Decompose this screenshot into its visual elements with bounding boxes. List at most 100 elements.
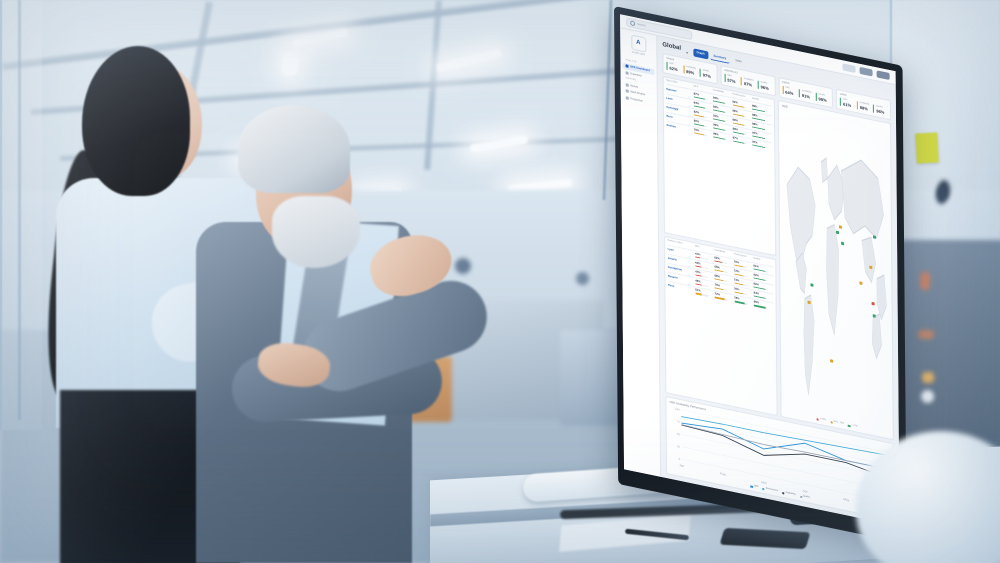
tables-column: Top 5 Sites OEE Availability Performance Qua…	[662, 75, 778, 417]
tab-graph[interactable]: Graph	[693, 48, 709, 60]
metric-cell: 79%	[694, 129, 713, 138]
kpi-metric: OEE 64%	[782, 86, 796, 97]
sticky-note	[915, 132, 939, 164]
kpi-metric-value: 96%	[876, 108, 885, 115]
warning-sign	[922, 372, 934, 383]
site-name[interactable]: Brno	[666, 114, 673, 119]
map-marker[interactable]	[859, 280, 863, 285]
legend-swatch	[762, 487, 765, 491]
chart-xtick: Mar	[761, 481, 767, 486]
kpi-metric: Availability 91%	[798, 89, 813, 101]
chevron-down-icon[interactable]: ▾	[686, 49, 689, 55]
search-icon	[630, 20, 636, 27]
kpi-metric: Quality 96%	[873, 105, 887, 116]
metric-cell: 78%	[734, 297, 754, 306]
site-name[interactable]: Pune	[667, 283, 675, 289]
man-beard	[272, 196, 360, 268]
kpi-metric-value: 98%	[818, 96, 827, 103]
kpi-metric: OEE 57%	[724, 74, 739, 85]
map-marker[interactable]	[807, 300, 811, 305]
world-map[interactable]	[782, 109, 890, 432]
sidebar-item-label: Production	[630, 96, 643, 103]
map-marker[interactable]	[872, 313, 876, 318]
kpi-metric: Quality 98%	[815, 93, 830, 104]
site-name[interactable]: Rosario	[667, 274, 678, 280]
map-marker[interactable]	[810, 282, 814, 287]
table-body: Lyon 41% 62% 70% 91% Jacarta 44% 65% 72% 92% Guang…	[667, 244, 774, 312]
site-name[interactable]: Hanover	[666, 87, 677, 93]
hanging-fixture	[936, 186, 947, 204]
hanging-fixture	[576, 272, 589, 285]
content-area: Top 5 Sites OEE Availability Performance Qua…	[662, 75, 894, 441]
kpi-metric-value: 96%	[760, 84, 769, 91]
kpi-metric-value: 62%	[669, 65, 678, 73]
legend-label: Quality	[802, 495, 810, 499]
chart-xtick: Apr	[803, 489, 808, 494]
man-hair	[238, 105, 350, 193]
chart-series-quality	[681, 424, 888, 470]
chart-xtick: May	[843, 498, 850, 503]
site-name[interactable]: Leon	[666, 96, 673, 101]
kpi-metric: OEE 61%	[840, 98, 854, 109]
machinery-accent	[918, 330, 934, 339]
monitor: Search A AZURE OPS ANALYZE	[614, 6, 907, 544]
site-name[interactable]: Gyeonggi	[666, 105, 679, 111]
kpi-metric-value: 97%	[702, 72, 711, 79]
export-button[interactable]	[859, 66, 873, 77]
trend-chart[interactable]: 1007550250JanFebMarAprMayJun	[669, 405, 891, 512]
site-name[interactable]: Lyon	[667, 247, 674, 252]
monitor-screen: Search A AZURE OPS ANALYZE	[620, 14, 900, 527]
glass-partition	[890, 0, 1000, 470]
kpi-metric: OEE 62%	[666, 62, 681, 73]
metric-cell: 89%	[713, 133, 732, 142]
chart-ytick: 0	[679, 457, 681, 461]
site-name[interactable]: Suzhou	[666, 123, 676, 129]
metric-cell: 87%	[733, 137, 753, 146]
top-sites-table: Top 5 Sites OEE Availability Performance Qua…	[662, 75, 777, 256]
map-marker[interactable]	[840, 241, 844, 245]
world-map-card: OEE	[777, 99, 894, 441]
table-body: Hanover 87% 94% 92% 99% Leon 84% 93% 90% 98% Gyeon…	[666, 84, 772, 152]
map-marker[interactable]	[869, 265, 873, 269]
clock-icon	[625, 71, 629, 75]
metric-cell: 72%	[715, 293, 734, 302]
gauge-icon	[625, 64, 629, 69]
legend-swatch	[799, 495, 802, 498]
metric-cell: 51%	[695, 289, 714, 298]
kpi-metric: Availability 88%	[856, 101, 871, 113]
chart-ytick: 100	[675, 407, 680, 412]
pendant-light	[282, 52, 298, 76]
factory-icon	[625, 83, 629, 87]
chart-ytick: 25	[677, 445, 681, 449]
kpi-metric-value: 61%	[843, 101, 852, 109]
site-name[interactable]: Jacarta	[667, 256, 677, 262]
site-name[interactable]: Guangzhou	[667, 265, 683, 272]
map-marker[interactable]	[830, 359, 834, 363]
chart-legend-item[interactable]: OEE	[750, 485, 759, 489]
filter-button[interactable]	[842, 63, 856, 74]
share-button[interactable]	[876, 70, 890, 81]
app-logo: A	[630, 34, 646, 53]
chart-xtick: Feb	[720, 472, 726, 477]
legend-label: OEE	[753, 485, 759, 489]
chart-xtick: Jan	[679, 464, 685, 469]
chart-svg: 1007550250JanFebMarAprMayJun	[675, 407, 891, 511]
page-title: Global	[662, 42, 682, 53]
sidebar: A AZURE OPS ANALYZE OEE Dashboard Downti…	[620, 28, 662, 477]
bottom-sites-table: Bottom 5 Sites OEE Availability Performance…	[664, 235, 778, 417]
hanging-fixture	[455, 258, 471, 274]
kpi-metric: Availability 89%	[683, 65, 697, 77]
glass-partition	[0, 0, 42, 430]
chart-gridline	[681, 459, 888, 503]
chart-gridline	[681, 434, 888, 478]
metric-cell: 95%	[754, 301, 773, 310]
legend-swatch	[782, 491, 785, 495]
map-marker[interactable]	[871, 301, 875, 306]
safety-sign	[921, 390, 934, 403]
tab-table[interactable]: Table	[735, 57, 742, 64]
woman-hair	[82, 46, 190, 196]
chart-ytick: 75	[677, 420, 681, 424]
kpi-metric: Quality 97%	[699, 69, 714, 80]
metric-cell: 97%	[752, 141, 771, 150]
tab-summary[interactable]: Summary	[710, 51, 730, 64]
